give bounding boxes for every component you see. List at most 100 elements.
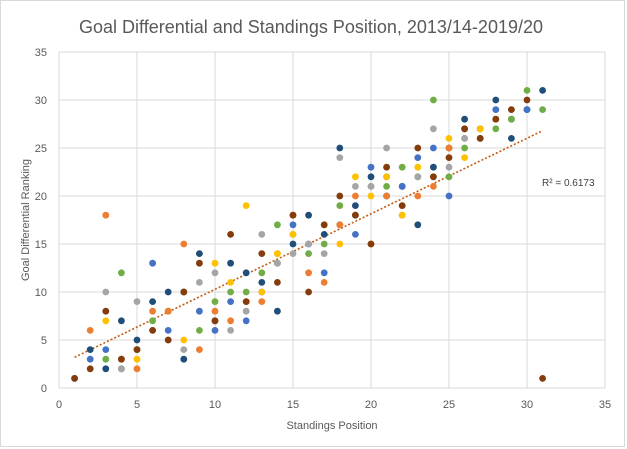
y-tick-label: 25 (35, 143, 47, 155)
series-6 (71, 96, 546, 382)
data-point (164, 336, 172, 344)
x-tick-label: 35 (599, 399, 611, 411)
series-4 (102, 115, 500, 363)
y-tick-label: 5 (41, 335, 47, 347)
data-point (118, 269, 125, 277)
data-point (133, 346, 141, 353)
data-point (118, 365, 125, 373)
data-point (258, 250, 266, 257)
data-point (523, 87, 531, 94)
data-point (508, 115, 515, 123)
data-point (445, 144, 453, 152)
data-point (320, 279, 328, 286)
x-tick-label: 25 (443, 399, 455, 411)
x-tick-label: 0 (56, 399, 62, 411)
data-point (196, 307, 203, 315)
data-point (367, 192, 375, 200)
data-point (274, 221, 281, 229)
data-point (86, 355, 94, 363)
data-point (539, 375, 546, 382)
data-point (336, 202, 344, 210)
data-point (352, 231, 359, 238)
data-point (180, 355, 188, 363)
data-point (414, 221, 422, 229)
data-point (164, 327, 172, 334)
data-point (383, 192, 390, 200)
data-point (211, 317, 219, 325)
data-point (414, 163, 422, 171)
data-point (445, 173, 453, 181)
data-point (305, 288, 312, 296)
data-point (336, 154, 344, 162)
data-point (336, 192, 344, 200)
data-point (102, 211, 110, 219)
data-point (320, 250, 328, 257)
data-point (445, 135, 453, 142)
data-point (227, 298, 235, 305)
data-point (398, 211, 406, 219)
data-point (274, 250, 281, 257)
data-point (398, 163, 406, 171)
data-point (149, 307, 157, 315)
data-point (227, 231, 235, 238)
data-point (320, 240, 328, 248)
data-point (196, 259, 203, 267)
data-point (367, 163, 375, 171)
data-point (398, 183, 406, 190)
data-point (258, 269, 266, 277)
data-point (305, 240, 312, 248)
data-point (367, 173, 375, 181)
data-point (133, 355, 141, 363)
data-point (305, 250, 312, 257)
x-axis-title: Standings Position (286, 420, 377, 432)
data-point (211, 307, 219, 315)
data-point (227, 288, 235, 296)
data-point (180, 336, 188, 344)
data-point (539, 87, 546, 94)
data-point (86, 346, 94, 353)
data-point (102, 317, 110, 325)
data-point (461, 135, 468, 142)
data-point (445, 163, 453, 171)
data-point (414, 192, 422, 200)
data-point (118, 317, 125, 325)
data-point (492, 106, 500, 113)
data-point (133, 336, 141, 344)
data-point (242, 298, 250, 305)
x-tick-labels: 0 5 10 15 20 25 30 35 (56, 399, 611, 411)
data-point (445, 192, 453, 200)
data-point (289, 221, 297, 229)
data-point (305, 269, 312, 277)
data-point (367, 240, 375, 248)
data-point (211, 269, 219, 277)
data-point (523, 96, 531, 104)
data-point (492, 96, 500, 104)
data-point (211, 259, 219, 267)
data-point (133, 365, 141, 373)
data-point (227, 259, 235, 267)
data-point (149, 259, 157, 267)
data-point (242, 288, 250, 296)
data-point (242, 317, 250, 325)
x-tick-label: 10 (209, 399, 221, 411)
data-point (289, 231, 297, 238)
data-point (102, 307, 110, 315)
data-point (196, 279, 203, 286)
data-point (102, 346, 110, 353)
data-point (336, 221, 344, 229)
data-point (102, 365, 110, 373)
data-point (71, 375, 78, 382)
data-point (242, 269, 250, 277)
data-point (289, 250, 297, 257)
data-point (539, 106, 546, 113)
data-point (508, 135, 515, 142)
data-point (149, 298, 157, 305)
data-point (430, 183, 437, 190)
trendline (74, 129, 543, 359)
data-point (242, 307, 250, 315)
data-point (367, 183, 375, 190)
y-tick-label: 30 (35, 95, 47, 107)
data-point (196, 250, 203, 257)
